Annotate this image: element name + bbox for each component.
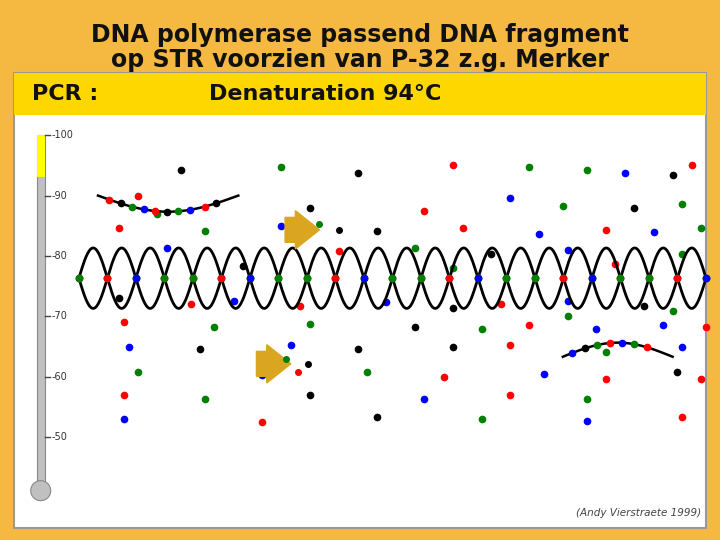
Text: -80: -80 [52, 251, 68, 261]
FancyArrow shape [285, 211, 320, 249]
Text: (Andy Vierstraete 1999): (Andy Vierstraete 1999) [576, 508, 701, 518]
Text: -100: -100 [52, 130, 73, 140]
Text: PCR :: PCR : [32, 84, 98, 104]
Text: DNA polymerase passend DNA fragment: DNA polymerase passend DNA fragment [91, 23, 629, 47]
Text: Denaturation 94°C: Denaturation 94°C [209, 84, 441, 104]
Text: -70: -70 [52, 312, 68, 321]
Text: -90: -90 [52, 191, 68, 200]
FancyArrow shape [256, 345, 291, 383]
Text: op STR voorzien van P-32 z.g. Merker: op STR voorzien van P-32 z.g. Merker [111, 48, 609, 72]
Bar [14, 73, 706, 528]
Bar [37, 135, 45, 483]
Bar [14, 73, 706, 115]
Bar [37, 135, 45, 177]
Text: -50: -50 [52, 433, 68, 442]
Ellipse shape [31, 481, 50, 501]
Text: -60: -60 [52, 372, 68, 382]
